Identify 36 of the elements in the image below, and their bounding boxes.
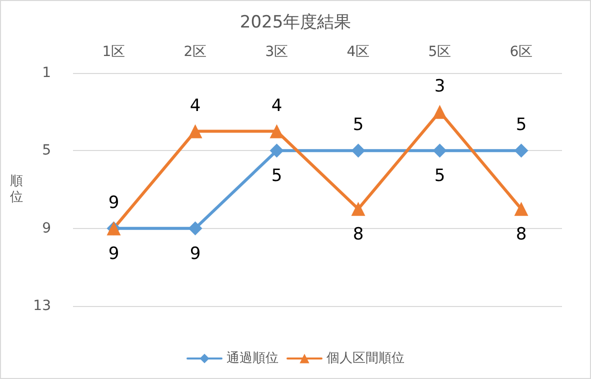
data-label: 5 — [271, 166, 282, 186]
point — [432, 104, 447, 119]
point — [351, 144, 366, 158]
data-label: 5 — [516, 115, 527, 136]
point — [188, 124, 202, 138]
point — [270, 144, 284, 158]
y-tick-label: 5 — [42, 142, 51, 159]
x-tick-label: 2区 — [184, 44, 207, 60]
point — [514, 144, 528, 158]
data-label: 9 — [190, 244, 201, 264]
point — [270, 124, 284, 138]
data-label: 8 — [516, 224, 527, 244]
data-label: 9 — [108, 192, 120, 213]
point — [188, 221, 202, 236]
y-axis-title: 順位 — [10, 174, 23, 205]
data-label: 8 — [352, 224, 364, 244]
legend-label: 通過順位 — [226, 351, 278, 366]
point — [432, 144, 447, 158]
data-label: 5 — [352, 115, 364, 136]
x-tick-label: 4区 — [346, 44, 370, 60]
point — [351, 202, 366, 216]
data-label: 9 — [108, 244, 120, 264]
data-label: 4 — [271, 96, 282, 116]
chart-title: 2025年度結果 — [240, 12, 352, 32]
x-tick-label: 3区 — [265, 44, 288, 60]
data-label: 3 — [434, 76, 446, 96]
y-tick-label: 13 — [33, 298, 51, 314]
data-label: 4 — [190, 96, 201, 116]
x-tick-label: 6区 — [510, 44, 533, 60]
y-tick-label: 9 — [42, 220, 51, 236]
data-label: 5 — [434, 166, 446, 186]
legend-label: 個人区間順位 — [326, 351, 404, 366]
point — [514, 202, 528, 216]
x-tick-label: 5区 — [428, 44, 452, 60]
y-tick-label: 1 — [42, 65, 51, 81]
x-tick-label: 1区 — [102, 44, 126, 60]
